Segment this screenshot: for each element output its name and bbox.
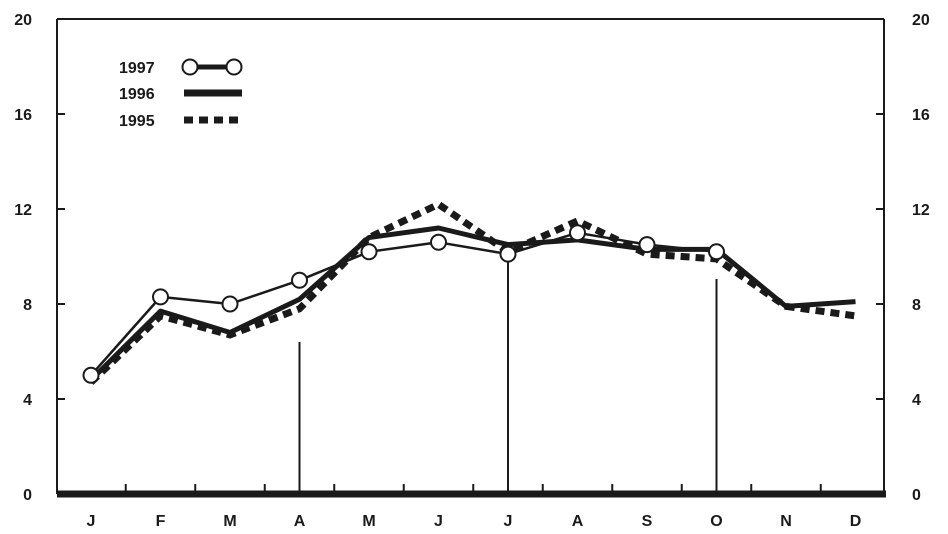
y-tick-label-left: 20	[14, 12, 32, 29]
series-line-1997	[90, 231, 717, 377]
x-tick-label: D	[850, 513, 862, 529]
legend-marker-1997	[181, 58, 199, 76]
y-tick-label-left: 0	[23, 487, 32, 504]
series-point-1997	[569, 224, 586, 242]
y-tick-label-right: 0	[912, 487, 921, 504]
y-tick-label-left: 12	[14, 202, 32, 219]
series-point-1997	[638, 236, 656, 254]
legend-label-1997: 1997	[119, 60, 155, 77]
series-point-1997	[708, 243, 725, 261]
y-tick-label-right: 8	[912, 297, 921, 314]
series-point-1997	[499, 245, 517, 263]
x-tick-label: J	[504, 513, 513, 529]
series-point-1997	[291, 271, 308, 289]
y-tick-label-right: 4	[912, 392, 921, 409]
x-tick-label: J	[434, 513, 443, 529]
x-tick-label: F	[156, 513, 166, 529]
series-point-1997	[152, 288, 169, 306]
x-tick-label: S	[642, 513, 653, 529]
legend-label-1995: 1995	[119, 113, 155, 130]
y-tick-label-left: 8	[23, 297, 32, 314]
series-line-1995	[88, 200, 856, 385]
series-point-1997	[221, 295, 239, 313]
x-tick-label: A	[572, 513, 584, 529]
y-tick-label-right: 12	[912, 202, 930, 219]
x-tick-label: A	[294, 513, 306, 529]
series-point-1997	[430, 233, 447, 251]
legend-label-1996: 1996	[119, 86, 155, 103]
legend-marker-1997	[225, 58, 243, 76]
series-point-1997	[360, 243, 378, 261]
y-tick-label-right: 20	[912, 12, 930, 29]
y-tick-label-left: 16	[14, 107, 32, 124]
y-tick-label-right: 16	[912, 107, 930, 124]
series-line-1996	[89, 225, 856, 382]
x-tick-label: M	[362, 513, 375, 529]
series-point-1997	[82, 366, 100, 384]
x-tick-label: J	[87, 513, 96, 529]
y-tick-label-left: 4	[23, 392, 32, 409]
x-tick-label: O	[710, 513, 722, 529]
x-tick-label: N	[780, 513, 792, 529]
x-tick-label: M	[223, 513, 236, 529]
